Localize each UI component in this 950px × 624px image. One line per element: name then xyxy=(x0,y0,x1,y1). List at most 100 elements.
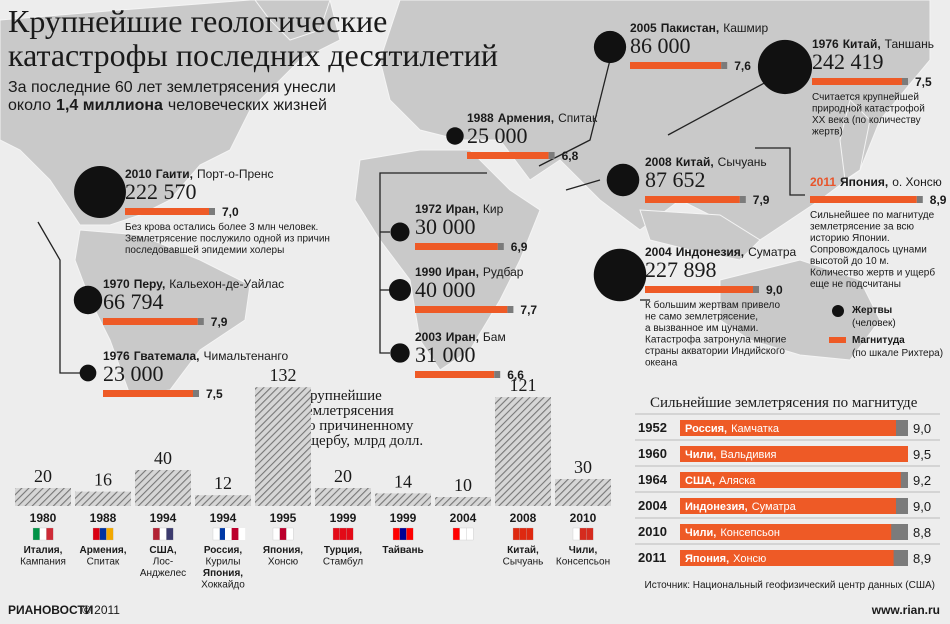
quake-country: Гватемала, xyxy=(134,349,200,363)
victims-circle xyxy=(74,166,126,218)
subtitle: За последние 60 лет землетрясения унесли xyxy=(8,79,336,96)
row-bar xyxy=(680,472,901,488)
quake-heading: 1976 Китай, Таншань xyxy=(812,37,934,51)
damage-bar xyxy=(435,497,491,506)
victims-circle xyxy=(606,163,640,197)
quake-note: последовавшей эпидемии холеры xyxy=(125,245,284,256)
damage-place: Консепсьон xyxy=(556,557,610,568)
flag-stripe xyxy=(231,528,239,540)
quake-year: 1988 xyxy=(467,111,494,125)
flag-stripe xyxy=(279,527,287,541)
row-country: Чили, xyxy=(685,527,716,539)
quake-country: Пакистан, xyxy=(661,21,720,35)
damage-value: 30 xyxy=(574,457,592,477)
flag-stripe xyxy=(339,527,347,541)
damage-place: Турция, xyxy=(324,545,362,556)
victims-label: 25 000 xyxy=(467,123,528,148)
row-bar xyxy=(680,524,892,540)
flag-stripe xyxy=(519,527,527,541)
magnitude-label: 9,0 xyxy=(766,283,783,297)
damage-value: 121 xyxy=(510,375,537,395)
row-value: 8,8 xyxy=(913,525,931,540)
victims-label: 227 898 xyxy=(645,257,717,282)
victims-circle xyxy=(73,285,103,315)
flag-stripe xyxy=(106,527,114,541)
quake-note: Сопровождалось цунами xyxy=(810,245,927,256)
victims-label: 31 000 xyxy=(415,342,476,367)
row-country: США, xyxy=(685,475,715,487)
quake-heading: 2008 Китай, Сычуань xyxy=(645,155,767,169)
magnitude-cap xyxy=(193,390,199,397)
damage-place: Курилы xyxy=(206,557,241,568)
damage-title: Крупнейшие xyxy=(300,388,382,404)
flag-stripe xyxy=(332,527,340,541)
victims-label: 23 000 xyxy=(103,361,164,386)
quake-note: Землетрясение послужило одной из причин xyxy=(125,234,330,245)
magnitude-bar xyxy=(415,371,495,378)
damage-place: Тайвань xyxy=(382,545,423,556)
flag-stripe xyxy=(32,527,40,541)
flag-stripe xyxy=(152,527,160,541)
damage-year: 1999 xyxy=(330,511,357,525)
row-label: США, Аляска xyxy=(685,475,756,487)
row-country: Индонезия, xyxy=(685,501,748,513)
quake-note: океана xyxy=(645,358,678,369)
row-country: Чили, xyxy=(685,449,716,461)
victims-circle xyxy=(757,39,813,95)
title: катастрофы последних десятилетий xyxy=(8,37,498,73)
quake-country: Иран, xyxy=(446,265,479,279)
quake-place: Сычуань xyxy=(718,155,767,169)
quake-year: 2010 xyxy=(125,167,152,181)
quake-heading: 2003 Иран, Бам xyxy=(415,330,506,344)
row-value: 9,0 xyxy=(913,421,931,436)
flag-stripe xyxy=(392,527,400,541)
quake-note: жертв) xyxy=(812,127,843,138)
victims-circle xyxy=(79,364,97,382)
quake-place: Бам xyxy=(483,330,506,344)
row-year: 1952 xyxy=(638,420,667,435)
damage-year: 1999 xyxy=(390,511,417,525)
damage-bar xyxy=(195,495,251,506)
quake-heading: 1970 Перу, Кальехон-де-Уайлас xyxy=(103,277,284,291)
flag-stripe xyxy=(212,527,220,541)
row-year: 1964 xyxy=(638,472,668,487)
magnitude-label: 7,0 xyxy=(222,205,239,219)
flag-stripe xyxy=(99,527,107,541)
quake-year: 1970 xyxy=(103,277,130,291)
victims-circle xyxy=(389,279,411,301)
damage-value: 20 xyxy=(334,466,352,486)
damage-year: 2008 xyxy=(510,511,537,525)
victims-label: 222 570 xyxy=(125,179,197,204)
damage-place: Анджелес xyxy=(140,568,186,579)
flag-stripe xyxy=(346,527,354,541)
quake-year: 1976 xyxy=(103,349,130,363)
magnitude-bar xyxy=(812,78,902,85)
damage-value: 10 xyxy=(454,475,472,495)
victims-circle xyxy=(446,127,464,145)
damage-bar xyxy=(315,488,371,506)
magnitude-bar xyxy=(103,318,198,325)
quake-year: 2008 xyxy=(645,155,672,169)
victims-label: 242 419 xyxy=(812,49,884,74)
row-bar xyxy=(680,550,894,566)
magnitude-cap xyxy=(209,208,215,215)
damage-place: Хоккайдо xyxy=(201,580,245,591)
damage-title: ущербу, млрд долл. xyxy=(300,433,423,449)
quake-note: а вызванное им цунами. xyxy=(645,323,758,334)
quake-note: Считается крупнейшей xyxy=(812,92,919,103)
row-bar xyxy=(680,498,896,514)
flag-stripe xyxy=(159,527,167,541)
damage-bar xyxy=(375,493,431,506)
damage-value: 16 xyxy=(94,470,112,490)
quake-place: Чимальтенанго xyxy=(204,349,289,363)
legend-text: (человек) xyxy=(852,318,896,329)
magnitude-cap xyxy=(497,243,504,250)
quake-place: Рудбар xyxy=(483,265,524,279)
magnitude-cap xyxy=(916,196,923,203)
row-year: 1960 xyxy=(638,446,667,461)
quake-place: Кир xyxy=(483,202,504,216)
quake-heading: 2010 Гаити, Порт-о-Пренс xyxy=(125,167,273,181)
quake-country: Китай, xyxy=(843,37,881,51)
magnitude-cap xyxy=(494,371,501,378)
